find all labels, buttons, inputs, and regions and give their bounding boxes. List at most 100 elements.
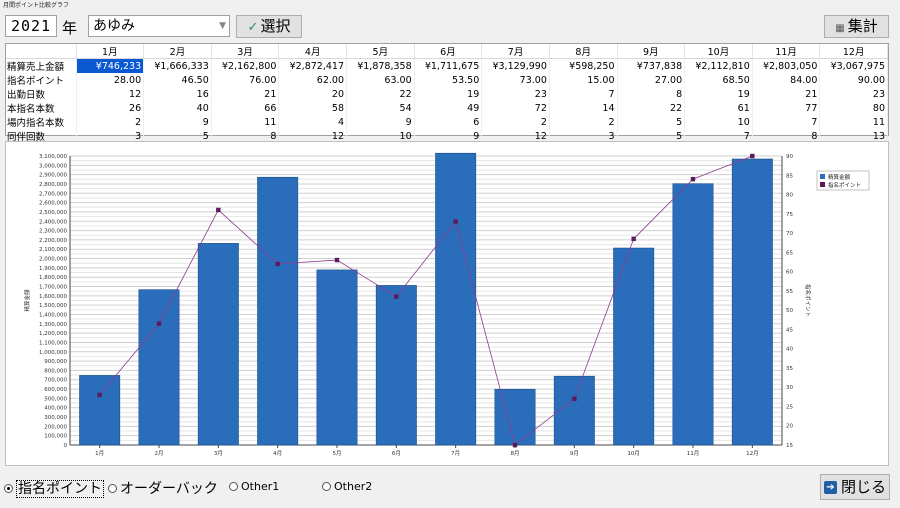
y2-tick-label: 75 xyxy=(786,212,793,218)
table-cell[interactable]: 54 xyxy=(346,101,415,115)
table-cell[interactable]: 66 xyxy=(211,101,280,115)
table-cell[interactable]: 15.00 xyxy=(549,73,618,87)
y-tick-label: 300,000 xyxy=(44,415,67,421)
table-row[interactable]: 場内指名本数 2 9 11 4 9 6 2 2 5 10 7 11 xyxy=(6,115,888,129)
table-cell[interactable]: 20 xyxy=(278,87,347,101)
table-cell[interactable]: 49 xyxy=(414,101,483,115)
table-cell[interactable]: 9 xyxy=(346,115,415,129)
table-cell[interactable]: ¥1,711,675 xyxy=(414,58,483,73)
table-cell[interactable]: 22 xyxy=(346,87,415,101)
table-cell[interactable]: 5 xyxy=(617,129,686,143)
table-cell[interactable]: 90.00 xyxy=(819,73,888,87)
table-cell[interactable]: 9 xyxy=(143,115,212,129)
table-cell[interactable]: 3 xyxy=(76,129,145,143)
table-cell[interactable]: 11 xyxy=(819,115,888,129)
table-row[interactable]: 出勤日数 12 16 21 20 22 19 23 7 8 19 21 23 xyxy=(6,87,888,101)
close-button[interactable]: ➔ 閉じる xyxy=(820,474,890,500)
table-cell[interactable]: 40 xyxy=(143,101,212,115)
y-tick-label: 2,700,000 xyxy=(39,191,67,197)
y-tick-label: 1,700,000 xyxy=(39,285,67,291)
table-cell[interactable]: ¥1,878,358 xyxy=(346,58,415,73)
table-row[interactable]: 本指名本数 26 40 66 58 54 49 72 14 22 61 77 80 xyxy=(6,101,888,115)
table-cell[interactable]: 7 xyxy=(549,87,618,101)
table-cell[interactable]: 19 xyxy=(684,87,753,101)
table-cell[interactable]: 6 xyxy=(414,115,483,129)
table-cell[interactable]: 23 xyxy=(481,87,550,101)
table-cell[interactable]: 8 xyxy=(752,129,821,143)
y-tick-label: 1,300,000 xyxy=(39,322,67,328)
table-row[interactable]: 指名ポイント 28.00 46.50 76.00 62.00 63.00 53.50 73.0… xyxy=(6,73,888,87)
bar xyxy=(731,158,773,446)
total-button[interactable]: ▦ 集計 xyxy=(824,15,889,38)
table-cell[interactable]: 10 xyxy=(684,115,753,129)
table-cell[interactable]: ¥1,666,333 xyxy=(143,58,212,73)
table-cell[interactable]: 23 xyxy=(819,87,888,101)
table-cell[interactable]: 80 xyxy=(819,101,888,115)
table-cell[interactable]: 4 xyxy=(278,115,347,129)
table-row[interactable]: 精算売上金額 ¥746,233 ¥1,666,333 ¥2,162,800 ¥2,872… xyxy=(6,58,888,73)
table-cell[interactable]: 53.50 xyxy=(414,73,483,87)
table-cell[interactable]: 61 xyxy=(684,101,753,115)
table-cell[interactable]: 28.00 xyxy=(76,73,145,87)
table-cell[interactable]: 12 xyxy=(278,129,347,143)
radio-shimei-point[interactable]: 指名ポイント xyxy=(4,478,104,498)
table-cell[interactable]: 19 xyxy=(414,87,483,101)
radio-other2[interactable]: Other2 xyxy=(322,480,372,493)
row-label: 同伴回数 xyxy=(6,129,77,143)
table-cell[interactable]: ¥737,838 xyxy=(617,58,686,73)
table-cell[interactable]: 5 xyxy=(143,129,212,143)
table-cell[interactable]: 46.50 xyxy=(143,73,212,87)
table-cell[interactable]: 68.50 xyxy=(684,73,753,87)
table-cell[interactable]: 9 xyxy=(414,129,483,143)
table-cell[interactable]: 11 xyxy=(211,115,280,129)
table-cell[interactable]: 8 xyxy=(617,87,686,101)
name-dropdown[interactable]: あゆみ ▼ xyxy=(88,15,230,37)
table-cell[interactable]: 8 xyxy=(211,129,280,143)
table-cell[interactable]: 84.00 xyxy=(752,73,821,87)
table-cell[interactable]: 63.00 xyxy=(346,73,415,87)
table-cell[interactable]: 3 xyxy=(549,129,618,143)
x-tick-label: 12月 xyxy=(746,450,759,457)
line-marker xyxy=(690,176,696,182)
year-input[interactable]: 2021 xyxy=(5,15,57,37)
table-cell[interactable]: 21 xyxy=(752,87,821,101)
table-cell[interactable]: 2 xyxy=(76,115,145,129)
table-cell[interactable]: ¥2,112,810 xyxy=(684,58,753,73)
table-cell[interactable]: 77 xyxy=(752,101,821,115)
table-cell[interactable]: ¥2,162,800 xyxy=(211,58,280,73)
table-cell[interactable]: 26 xyxy=(76,101,145,115)
row-label: 出勤日数 xyxy=(6,87,77,101)
table-cell[interactable]: 76.00 xyxy=(211,73,280,87)
radio-order-back[interactable]: オーダーバック xyxy=(108,478,218,498)
table-cell[interactable]: ¥3,067,975 xyxy=(819,58,888,73)
table-cell[interactable]: 5 xyxy=(617,115,686,129)
bar xyxy=(316,269,358,446)
table-cell[interactable]: 22 xyxy=(617,101,686,115)
table-cell[interactable]: 2 xyxy=(549,115,618,129)
table-cell[interactable]: ¥3,129,990 xyxy=(481,58,550,73)
table-row[interactable]: 同伴回数 3 5 8 12 10 9 12 3 5 7 8 13 xyxy=(6,129,888,143)
table-cell[interactable]: 73.00 xyxy=(481,73,550,87)
chevron-down-icon[interactable]: ▼ xyxy=(219,21,226,31)
data-grid[interactable]: 1月 2月 3月 4月 5月 6月 7月 8月 9月 10月 11月 12月 精… xyxy=(5,43,889,143)
radio-other1[interactable]: Other1 xyxy=(229,480,279,493)
table-cell[interactable]: 13 xyxy=(819,129,888,143)
table-cell[interactable]: 7 xyxy=(752,115,821,129)
table-cell[interactable]: 72 xyxy=(481,101,550,115)
table-cell[interactable]: 16 xyxy=(143,87,212,101)
table-cell[interactable]: 10 xyxy=(346,129,415,143)
table-cell[interactable]: 12 xyxy=(481,129,550,143)
table-cell[interactable]: 12 xyxy=(76,87,145,101)
table-cell[interactable]: 21 xyxy=(211,87,280,101)
table-cell[interactable]: 14 xyxy=(549,101,618,115)
table-cell[interactable]: ¥598,250 xyxy=(549,58,618,73)
table-cell[interactable]: 2 xyxy=(481,115,550,129)
table-cell[interactable]: ¥746,233 xyxy=(76,58,145,73)
table-cell[interactable]: ¥2,803,050 xyxy=(752,58,821,73)
table-cell[interactable]: 7 xyxy=(684,129,753,143)
table-cell[interactable]: 27.00 xyxy=(617,73,686,87)
table-cell[interactable]: 62.00 xyxy=(278,73,347,87)
table-cell[interactable]: 58 xyxy=(278,101,347,115)
table-cell[interactable]: ¥2,872,417 xyxy=(278,58,347,73)
select-button[interactable]: ✓ 選択 xyxy=(236,15,302,38)
